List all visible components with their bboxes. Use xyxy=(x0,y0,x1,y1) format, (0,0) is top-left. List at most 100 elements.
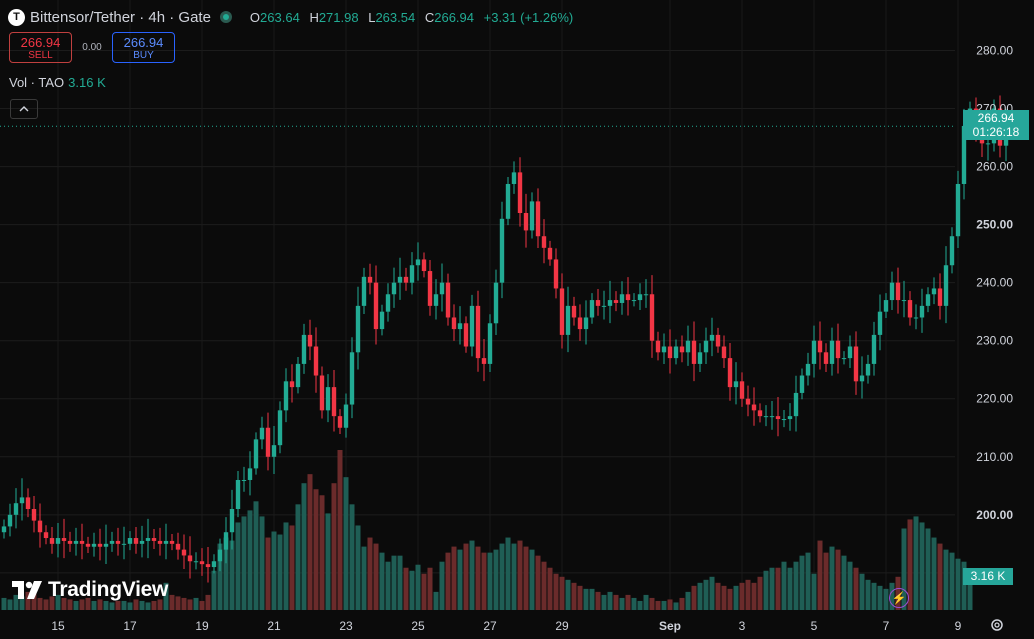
candle-body xyxy=(265,427,271,457)
tradingview-logo[interactable]: TradingView xyxy=(12,578,168,602)
collapse-legend-button[interactable] xyxy=(10,99,38,119)
volume-bar xyxy=(535,555,541,610)
y-tick-label: 200.00 xyxy=(976,508,1013,522)
candle-body xyxy=(67,540,73,544)
candle-body xyxy=(433,294,439,306)
candle-body xyxy=(271,445,277,457)
volume-bar xyxy=(877,585,883,610)
open-value: 263.64 xyxy=(260,9,300,25)
x-tick-label: Sep xyxy=(659,619,681,633)
bar-countdown: 01:26:18 xyxy=(972,125,1020,139)
sell-label: SELL xyxy=(28,50,53,61)
volume-bar xyxy=(505,537,511,610)
sell-button[interactable]: 266.94 SELL xyxy=(9,32,72,63)
trade-panel: 266.94 SELL 0.00 266.94 BUY xyxy=(9,32,175,63)
candle-body xyxy=(79,540,85,544)
y-tick-label: 220.00 xyxy=(976,392,1013,406)
volume-axis-label: 3.16 K xyxy=(963,568,1013,585)
volume-bar xyxy=(613,594,619,610)
volume-bar xyxy=(475,546,481,610)
volume-bar xyxy=(337,450,343,610)
candle-body xyxy=(97,543,103,547)
candle-body xyxy=(163,540,169,544)
last-price-value: 266.94 xyxy=(977,111,1015,125)
candle-body xyxy=(859,375,865,382)
volume-bar xyxy=(679,597,685,610)
volume-bar xyxy=(343,477,349,610)
candle-body xyxy=(493,282,499,324)
candle-body xyxy=(55,538,61,544)
candle-body xyxy=(181,549,187,556)
candle-body xyxy=(439,282,445,295)
volume-bar xyxy=(199,600,205,610)
x-tick-label: 7 xyxy=(883,619,890,633)
volume-bar xyxy=(925,528,931,610)
buy-button[interactable]: 266.94 BUY xyxy=(112,32,175,63)
volume-legend[interactable]: Vol · TAO 3.16 K xyxy=(9,75,106,90)
candle-body xyxy=(145,538,151,541)
volume-bar xyxy=(421,573,427,610)
candle-body xyxy=(925,294,931,306)
volume-bar xyxy=(847,561,853,610)
volume-bar xyxy=(793,561,799,610)
candle-body xyxy=(193,561,199,563)
candle-body xyxy=(175,543,181,550)
volume-bar xyxy=(265,537,271,610)
candle-body xyxy=(511,172,517,184)
candle-body xyxy=(13,503,19,515)
candle-body xyxy=(535,201,541,237)
volume-bar xyxy=(697,582,703,610)
volume-bar xyxy=(781,561,787,610)
volume-bar xyxy=(43,599,49,610)
sell-price: 266.94 xyxy=(20,35,61,50)
volume-bar xyxy=(685,591,691,610)
volume-bar xyxy=(223,537,229,610)
volume-bar xyxy=(805,552,811,610)
candle-body xyxy=(505,183,511,219)
gear-icon[interactable] xyxy=(989,617,1005,633)
candle-body xyxy=(679,346,685,353)
candle-body xyxy=(805,363,811,376)
candle-body xyxy=(943,265,949,306)
candle-body xyxy=(109,540,115,544)
candle-body xyxy=(469,305,475,347)
volume-bar xyxy=(25,591,31,610)
volume-bar xyxy=(691,585,697,610)
volume-bar xyxy=(673,602,679,610)
volume-bar xyxy=(661,600,667,610)
candle-body xyxy=(619,294,625,303)
low-value: 263.54 xyxy=(375,9,416,25)
candle-body xyxy=(733,381,739,388)
candle-body xyxy=(31,509,37,521)
volume-bar xyxy=(157,599,163,610)
candle-body xyxy=(481,358,487,364)
tradingview-logo-icon xyxy=(12,581,42,599)
volume-bar xyxy=(49,596,55,610)
candle-body xyxy=(589,300,595,318)
volume-bar xyxy=(385,561,391,610)
volume-bar xyxy=(235,522,241,610)
candle-body xyxy=(25,497,31,510)
lightning-icon[interactable]: ⚡ xyxy=(889,588,909,608)
candle-body xyxy=(673,346,679,359)
volume-bar xyxy=(67,599,73,610)
symbol-title[interactable]: Bittensor/Tether · 4h · Gate xyxy=(30,8,211,26)
candle-body xyxy=(877,311,883,335)
volume-legend-value: 3.16 K xyxy=(68,75,106,90)
candle-body xyxy=(229,509,235,533)
high-value: 271.98 xyxy=(318,9,359,25)
volume-bar xyxy=(619,597,625,610)
x-tick-label: 23 xyxy=(339,619,353,633)
candle-body xyxy=(649,294,655,341)
candle-body xyxy=(955,183,961,237)
candle-body xyxy=(367,276,373,283)
candle-body xyxy=(745,398,751,405)
candle-body xyxy=(655,340,661,353)
volume-bar xyxy=(853,567,859,610)
candle-body xyxy=(475,305,481,359)
candle-body xyxy=(625,294,631,301)
volume-bar xyxy=(217,543,223,610)
candle-body xyxy=(817,340,823,353)
volume-bar xyxy=(367,537,373,610)
